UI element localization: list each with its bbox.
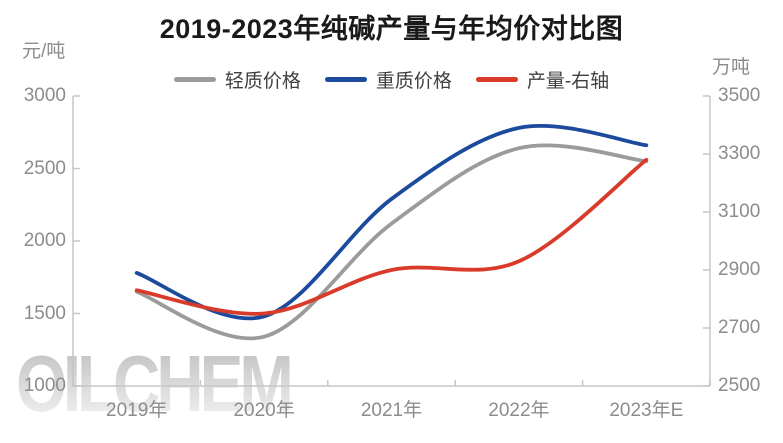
- right-axis-tick-label: 2900: [718, 259, 761, 280]
- right-axis-tick-label: 3100: [718, 201, 761, 222]
- legend-item-light-price: 轻质价格: [173, 66, 301, 93]
- legend-item-heavy-price: 重质价格: [324, 66, 452, 93]
- left-axis-tick-label: 2500: [23, 157, 66, 179]
- legend-line-swatch-blue: [324, 77, 367, 82]
- x-axis-category-label: 2020年: [233, 400, 295, 421]
- legend-line-swatch-red: [475, 77, 518, 82]
- series-line-0: [134, 143, 649, 341]
- left-axis-tick-label: 1500: [23, 302, 66, 324]
- x-axis-category-label: 2021年: [360, 400, 423, 421]
- legend-label-production: 产量-右轴: [526, 71, 610, 92]
- right-axis-unit-label: 万吨: [712, 57, 751, 78]
- x-axis-category-label: 2019年: [106, 400, 168, 421]
- left-axis-tick-label: 1000: [23, 375, 66, 396]
- legend-item-production: 产量-右轴: [475, 66, 610, 93]
- right-axis-tick-label: 2700: [718, 317, 761, 338]
- x-axis-category-label: 2022年: [488, 400, 550, 421]
- right-axis-tick-label: 3500: [718, 85, 761, 106]
- right-axis-tick-label: 3300: [718, 143, 761, 164]
- left-axis-unit-label: 元/吨: [22, 41, 66, 62]
- x-axis-category-label: 2023年E: [609, 400, 684, 421]
- legend-label-light-price: 轻质价格: [224, 71, 301, 92]
- series-line-1: [134, 123, 649, 321]
- series-line-2: [134, 157, 649, 316]
- chart-title: 2019-2023年纯碱产量与年均价对比图: [159, 14, 624, 44]
- legend-label-heavy-price: 重质价格: [375, 71, 452, 92]
- watermark-oilchem: OILCHEM: [16, 339, 294, 428]
- right-axis-tick-label: 2500: [718, 375, 761, 396]
- left-axis-tick-label: 3000: [23, 85, 66, 106]
- left-axis-tick-label: 2000: [23, 230, 66, 251]
- legend-line-swatch-gray: [173, 77, 216, 82]
- legend: 轻质价格 重质价格 产量-右轴: [0, 66, 783, 93]
